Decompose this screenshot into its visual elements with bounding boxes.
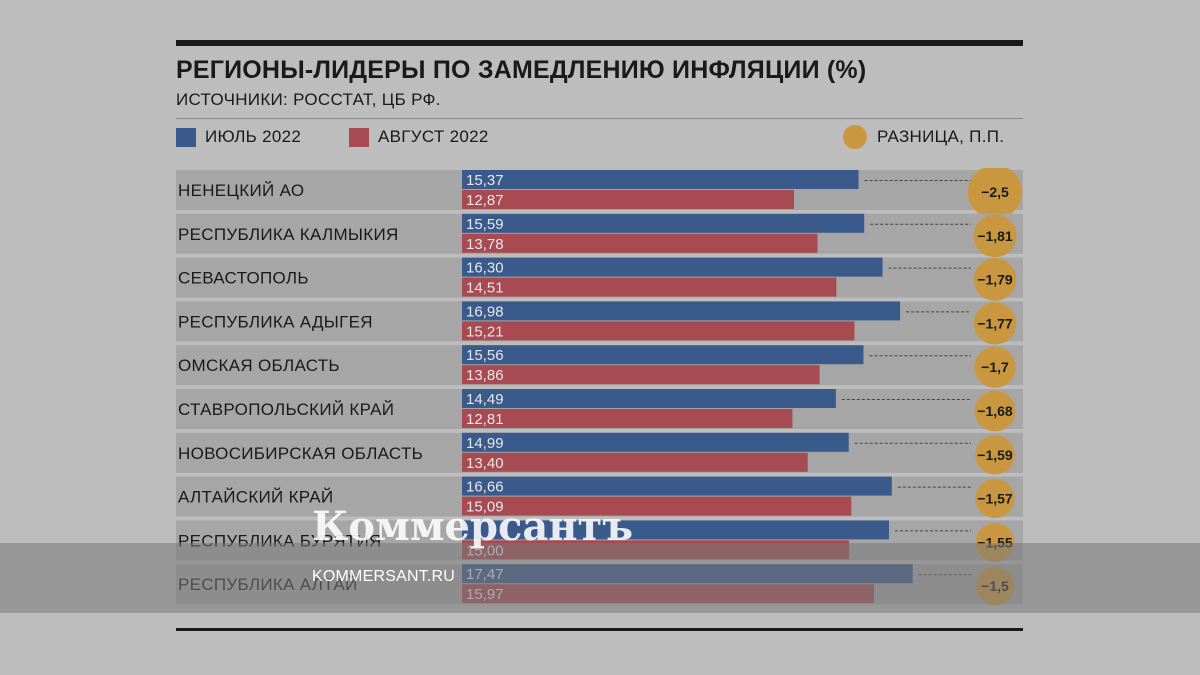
category-label: НОВОСИБИРСКАЯ ОБЛАСТЬ [178, 444, 423, 463]
legend-label-august: АВГУСТ 2022 [378, 127, 489, 146]
data-label-august: 13,40 [466, 455, 504, 472]
data-label-july: 14,49 [466, 391, 504, 408]
legend-dot-difference [843, 125, 867, 149]
legend-difference: РАЗНИЦА, П.П. [843, 125, 1004, 149]
watermark-logo: Коммерсантъ [312, 503, 633, 550]
bar-july [462, 345, 864, 365]
legend-swatch-august [349, 127, 369, 147]
top-rule [176, 40, 1023, 46]
watermark-band [0, 543, 1200, 613]
bar-july [462, 432, 849, 452]
difference-dot [968, 168, 1022, 219]
bar-august [462, 452, 808, 472]
difference-label: −1,57 [977, 491, 1013, 507]
difference-dot [974, 390, 1016, 432]
difference-dot [973, 302, 1017, 345]
header-separator [176, 118, 1023, 119]
chart-source: ИСТОЧНИКИ: РОССТАТ, ЦБ РФ. [176, 90, 441, 109]
data-label-august: 15,09 [466, 499, 504, 516]
legend-swatch-july [176, 127, 196, 147]
category-label: НЕНЕЦКИЙ АО [178, 181, 304, 200]
data-label-august: 12,87 [466, 192, 504, 209]
category-label: РЕСПУБЛИКА КАЛМЫКИЯ [178, 225, 399, 244]
data-label-august: 14,51 [466, 280, 504, 297]
bar-july [462, 476, 892, 496]
legend-july: ИЮЛЬ 2022 [176, 125, 301, 149]
legend-label-july: ИЮЛЬ 2022 [205, 127, 302, 146]
bar-july [462, 213, 865, 233]
bar-july [462, 520, 889, 540]
category-label: РЕСПУБЛИКА АДЫГЕЯ [178, 312, 373, 331]
difference-dot [973, 258, 1017, 301]
data-label-july: 16,30 [466, 260, 504, 277]
bar-july [462, 301, 901, 321]
chart-title: РЕГИОНЫ-ЛИДЕРЫ ПО ЗАМЕДЛЕНИЮ ИНФЛЯЦИИ (%… [176, 56, 867, 84]
category-label: СТАВРОПОЛЬСКИЙ КРАЙ [178, 400, 394, 419]
difference-label: −1,59 [977, 447, 1013, 463]
data-label-august: 15,21 [466, 323, 504, 340]
data-label-july: 16,98 [466, 303, 504, 320]
bar-august [462, 365, 820, 385]
bar-august [462, 321, 855, 341]
difference-label: −1,81 [977, 228, 1013, 244]
difference-label: −1,79 [977, 272, 1013, 288]
category-label: АЛТАЙСКИЙ КРАЙ [178, 488, 333, 507]
difference-dot [975, 435, 1015, 475]
watermark-url: KOMMERSANT.RU [312, 568, 456, 585]
bar-july [462, 257, 883, 277]
data-label-july: 15,56 [466, 347, 504, 364]
bar-august [462, 277, 837, 297]
legend-august: АВГУСТ 2022 [349, 125, 489, 149]
bottom-rule [176, 628, 1023, 631]
data-label-july: 14,99 [466, 435, 504, 452]
bar-august [462, 496, 852, 516]
difference-dot [973, 214, 1017, 258]
category-label: ОМСКАЯ ОБЛАСТЬ [178, 356, 340, 375]
bar-july [462, 170, 859, 189]
bar-august [462, 409, 793, 428]
data-label-july: 16,66 [466, 479, 504, 496]
data-label-july: 15,59 [466, 216, 504, 233]
difference-label: −1,68 [977, 403, 1013, 419]
bar-july [462, 389, 836, 408]
data-label-august: 12,81 [466, 411, 504, 428]
difference-dot [974, 346, 1016, 388]
difference-label: −2,5 [981, 184, 1009, 200]
difference-dot [975, 479, 1015, 519]
difference-label: −1,7 [981, 359, 1009, 375]
legend-label-difference: РАЗНИЦА, П.П. [877, 127, 1005, 146]
data-label-august: 13,78 [466, 236, 504, 253]
data-label-july: 15,37 [466, 172, 504, 189]
data-label-august: 13,86 [466, 367, 504, 384]
bar-august [462, 233, 818, 253]
difference-label: −1,77 [977, 315, 1013, 331]
category-label: СЕВАСТОПОЛЬ [178, 269, 309, 288]
bar-august [462, 190, 795, 209]
